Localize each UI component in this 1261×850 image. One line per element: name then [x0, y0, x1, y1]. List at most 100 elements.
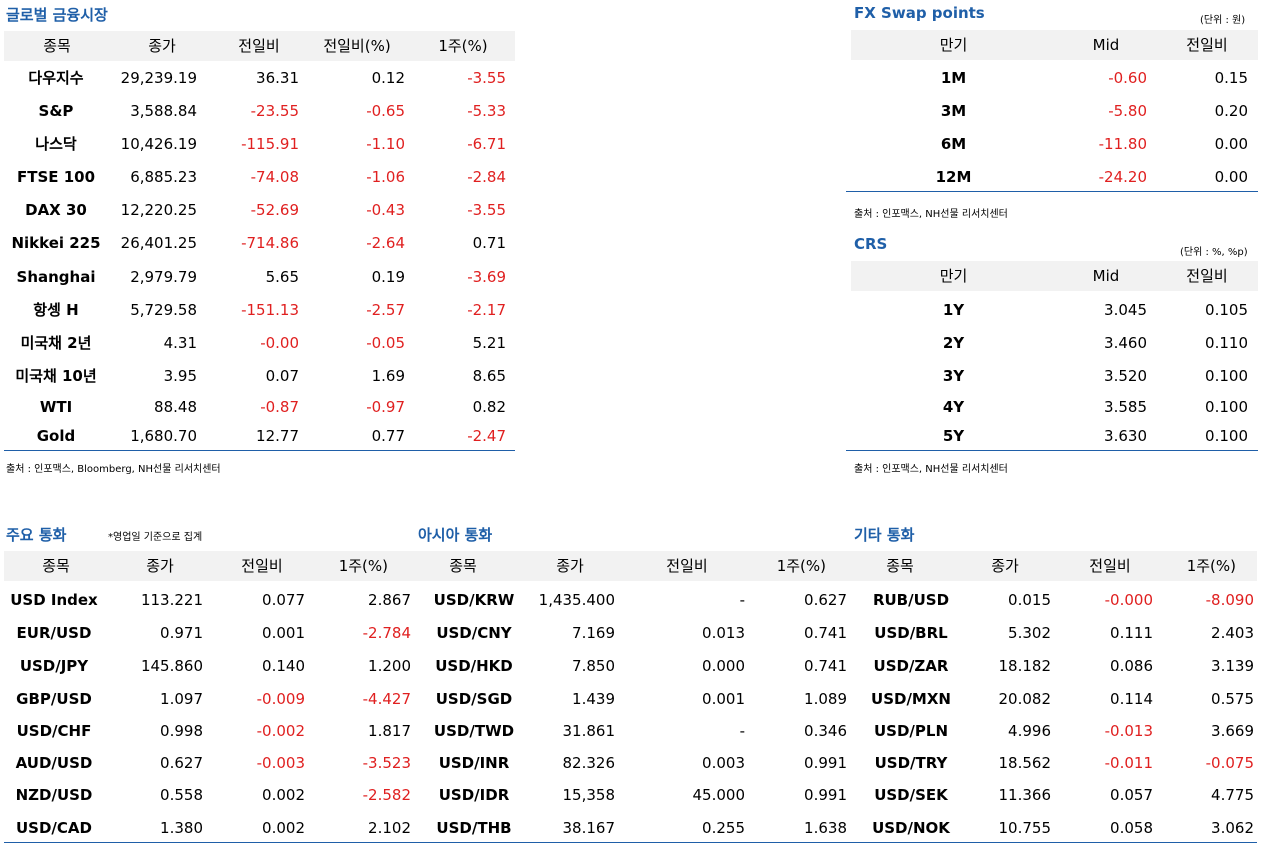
global-row-week-pct: -2.84 [467, 168, 506, 186]
asia-row-change: 45.000 [692, 786, 746, 804]
other-row-close: 4.996 [1008, 722, 1051, 740]
major-row-close: 1.380 [160, 819, 203, 837]
major-row-week-pct: 1.817 [368, 722, 411, 740]
other-row-week-pct: -0.075 [1205, 754, 1254, 772]
global-row-close: 4.31 [163, 334, 197, 352]
other-row-week-pct: 3.062 [1211, 819, 1254, 837]
fx-swap-row-tenor: 3M [940, 102, 967, 120]
other-row-week-pct: 4.775 [1211, 786, 1254, 804]
major-row-change: 0.002 [262, 819, 305, 837]
asia-row-item: USD/IDR [438, 786, 510, 804]
asia-row-item: USD/THB [436, 819, 512, 837]
global-row-week-pct: -5.33 [467, 102, 506, 120]
asia-row-item: USD/HKD [435, 657, 513, 675]
major-row-change: 0.140 [262, 657, 305, 675]
major-currency-title: 주요 통화 [6, 526, 67, 544]
col-header-change: 전일비 [241, 557, 283, 575]
global-market-header: 종목 종가 전일비 전일비(%) 1주(%) [4, 31, 515, 61]
asia-row-week-pct: 0.991 [804, 786, 847, 804]
major-row-close: 0.971 [160, 624, 203, 642]
asia-row-close: 31.861 [562, 722, 616, 740]
asia-row-close: 7.850 [572, 657, 615, 675]
asia-row-change: 0.255 [702, 819, 745, 837]
col-header-week-pct: 1주(%) [338, 557, 388, 575]
crs-source: 출처 : 인포맥스, NH선물 리서치센터 [854, 464, 1008, 475]
col-header-mid: Mid [1092, 267, 1120, 285]
global-row-change: -151.13 [241, 301, 299, 319]
asia-row-close: 7.169 [572, 624, 615, 642]
global-row-item: WTI [39, 398, 73, 416]
other-row-close: 5.302 [1008, 624, 1051, 642]
fx-swap-title: FX Swap points [854, 4, 985, 22]
other-row-close: 20.082 [998, 690, 1052, 708]
crs-divider [846, 450, 1258, 451]
other-row-change: 0.058 [1110, 819, 1153, 837]
other-row-item: USD/BRL [874, 624, 948, 642]
col-header-item: 종목 [43, 37, 71, 55]
col-header-change: 전일비 [238, 37, 280, 55]
asia-row-change: 0.000 [702, 657, 745, 675]
col-header-change-pct: 전일비(%) [323, 37, 391, 55]
asia-row-close: 1.439 [572, 690, 615, 708]
fx-swap-row-mid: -0.60 [1108, 69, 1147, 87]
global-row-close: 1,680.70 [130, 427, 197, 445]
col-header-close: 종가 [148, 37, 176, 55]
major-row-week-pct: -4.427 [362, 690, 411, 708]
global-row-change: -0.87 [260, 398, 299, 416]
global-row-item: 미국채 10년 [15, 367, 97, 385]
fx-swap-source: 출처 : 인포맥스, NH선물 리서치센터 [854, 209, 1008, 220]
major-row-week-pct: -2.784 [362, 624, 411, 642]
global-row-close: 88.48 [154, 398, 197, 416]
other-row-week-pct: -8.090 [1205, 591, 1254, 609]
fx-swap-row-tenor: 1M [940, 69, 967, 87]
col-header-change: 전일비 [1186, 267, 1228, 285]
global-row-week-pct: -2.47 [467, 427, 506, 445]
crs-row-tenor: 5Y [942, 427, 965, 445]
asia-row-item: USD/CNY [436, 624, 512, 642]
major-row-close: 0.558 [160, 786, 203, 804]
asia-row-week-pct: 0.991 [804, 754, 847, 772]
global-row-change: -23.55 [250, 102, 299, 120]
currency-header: 종목 종가 전일비 1주(%) 종목 종가 전일비 1주(%) 종목 종가 전일… [4, 551, 1257, 581]
other-row-change: 0.114 [1110, 690, 1153, 708]
global-row-change-pct: -0.43 [366, 201, 405, 219]
global-row-week-pct: -3.55 [467, 69, 506, 87]
asia-row-change: 0.001 [702, 690, 745, 708]
major-row-close: 113.221 [140, 591, 203, 609]
other-row-item: USD/ZAR [873, 657, 949, 675]
crs-row-mid: 3.045 [1104, 301, 1147, 319]
fx-swap-row-change: 0.00 [1214, 135, 1248, 153]
asia-row-item: USD/SGD [435, 690, 513, 708]
major-row-week-pct: -2.582 [362, 786, 411, 804]
other-row-change: -0.011 [1104, 754, 1153, 772]
fx-swap-divider [846, 191, 1258, 192]
global-row-change-pct: 0.77 [371, 427, 405, 445]
col-header-item: 종목 [886, 557, 914, 575]
other-row-change: 0.111 [1110, 624, 1153, 642]
major-row-item: USD Index [10, 591, 98, 609]
other-row-week-pct: 0.575 [1211, 690, 1254, 708]
global-row-item: 미국채 2년 [20, 334, 92, 352]
other-row-close: 0.015 [1008, 591, 1051, 609]
other-row-change: -0.013 [1104, 722, 1153, 740]
crs-row-tenor: 1Y [942, 301, 965, 319]
global-row-change-pct: -0.65 [366, 102, 405, 120]
col-header-change: 전일비 [1186, 36, 1228, 54]
major-row-change: -0.009 [256, 690, 305, 708]
major-row-item: GBP/USD [16, 690, 92, 708]
major-row-change: 0.077 [262, 591, 305, 609]
col-header-mid: Mid [1092, 36, 1120, 54]
other-row-change: 0.057 [1110, 786, 1153, 804]
global-market-divider [4, 450, 515, 451]
global-row-close: 6,885.23 [130, 168, 197, 186]
col-header-item: 종목 [42, 557, 70, 575]
fx-swap-row-change: 0.15 [1214, 69, 1248, 87]
global-row-item: Shanghai [16, 268, 96, 286]
asia-row-item: USD/KRW [433, 591, 515, 609]
global-row-change: 36.31 [256, 69, 299, 87]
other-row-item: USD/NOK [872, 819, 950, 837]
asia-row-change: 0.003 [702, 754, 745, 772]
col-header-close: 종가 [556, 557, 584, 575]
asia-row-week-pct: 0.741 [804, 657, 847, 675]
crs-row-tenor: 4Y [942, 398, 965, 416]
